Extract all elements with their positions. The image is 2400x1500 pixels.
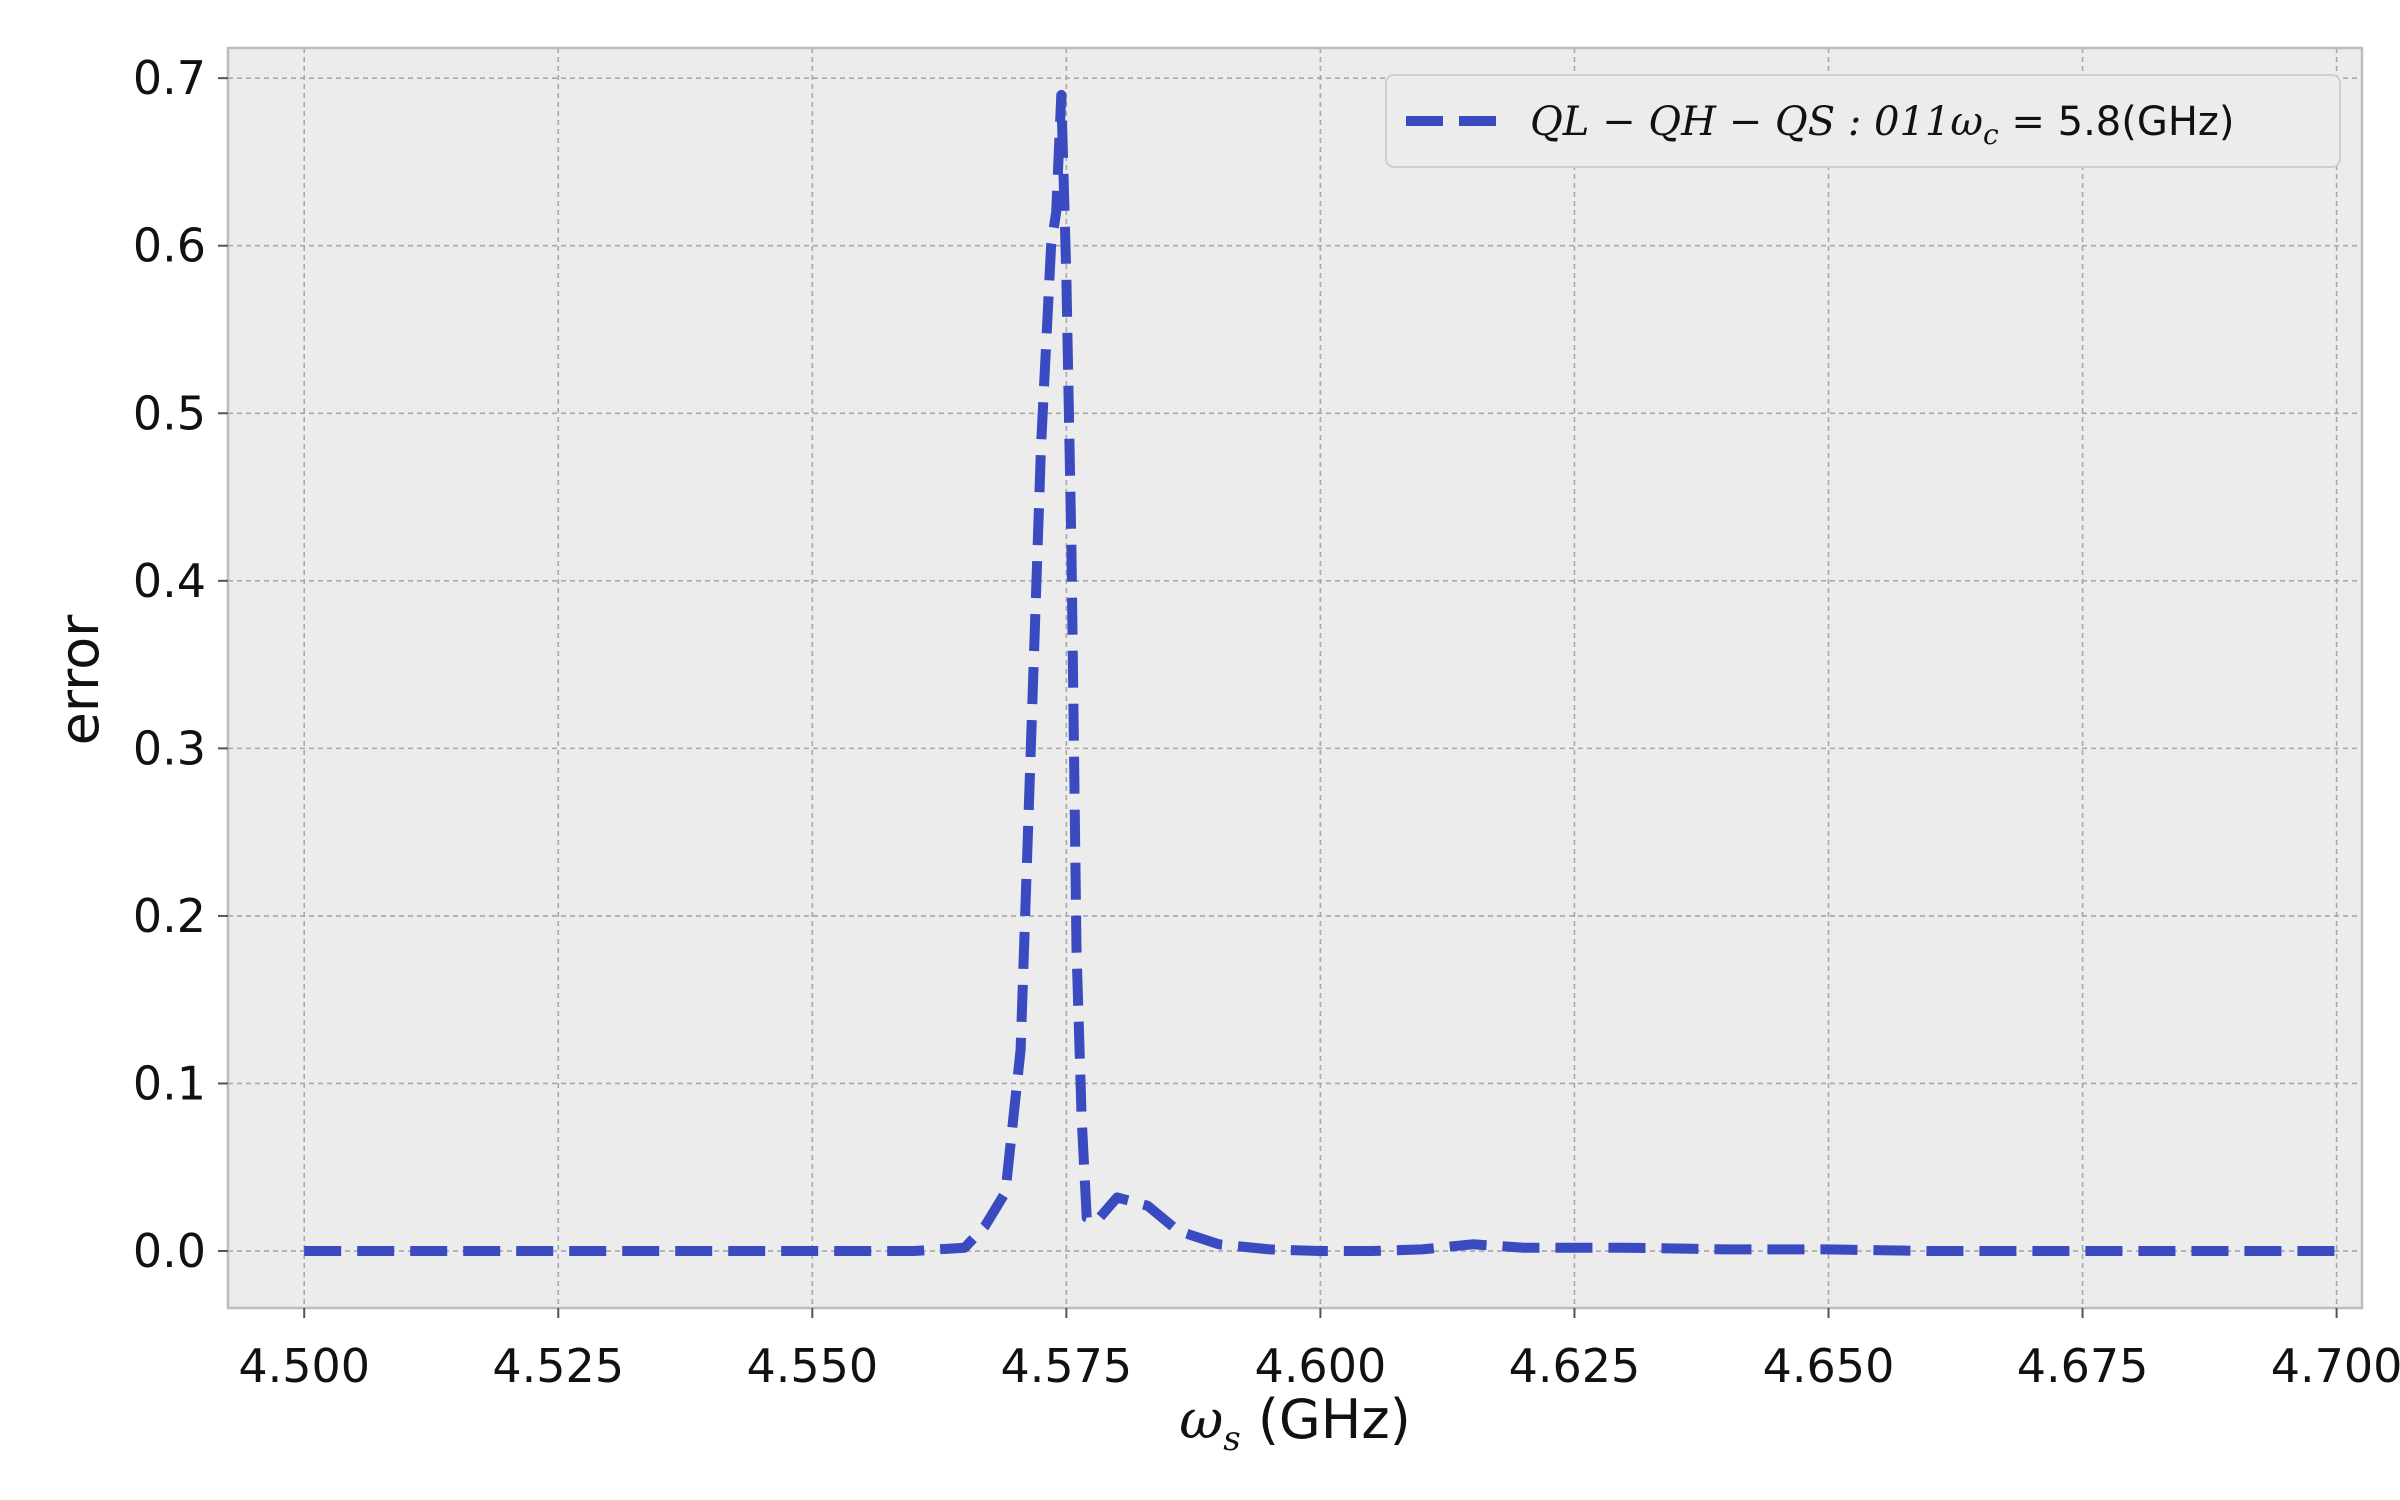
x-tick-label: 4.525	[492, 1339, 624, 1393]
y-axis-label: error	[48, 614, 111, 746]
x-tick-label: 4.575	[1001, 1339, 1133, 1393]
x-tick-label: 4.550	[746, 1339, 878, 1393]
x-tick-label: 4.600	[1255, 1339, 1387, 1393]
plot-frame	[226, 46, 2364, 1310]
legend-box	[1385, 74, 2341, 168]
x-axis-label: ωs (GHz)	[1179, 1388, 1411, 1459]
x-tick-label: 4.625	[1509, 1339, 1641, 1393]
y-tick-label: 0.5	[133, 386, 206, 440]
plot-area	[228, 48, 2362, 1308]
x-tick-label: 4.675	[2017, 1339, 2149, 1393]
x-tick-labels: 4.500 4.525 4.550 4.575 4.600 4.625 4.650 4.675…	[238, 1308, 2400, 1393]
series-line-1	[304, 89, 2337, 1256]
x-tick-label: 4.500	[238, 1339, 370, 1393]
legend: QL − QH − QS : 011ωc = 5.8(GHz)	[1385, 74, 2341, 168]
legend-label-series-1: QL − QH − QS : 011ωc = 5.8(GHz)	[1530, 99, 2235, 151]
y-tick-label: 0.4	[133, 554, 206, 608]
y-tick-label: 0.2	[133, 889, 206, 943]
y-tick-labels: 0.0 0.1 0.2 0.3 0.4 0.5 0.6 0.7	[133, 51, 228, 1278]
series-layer	[304, 89, 2337, 1256]
y-tick-label: 0.7	[133, 51, 206, 105]
y-tick-label: 0.0	[133, 1224, 206, 1278]
y-tick-label: 0.6	[133, 219, 206, 273]
x-tick-label: 4.650	[1763, 1339, 1895, 1393]
x-tick-label: 4.700	[2271, 1339, 2400, 1393]
y-tick-label: 0.3	[133, 721, 206, 775]
y-tick-label: 0.1	[133, 1056, 206, 1110]
